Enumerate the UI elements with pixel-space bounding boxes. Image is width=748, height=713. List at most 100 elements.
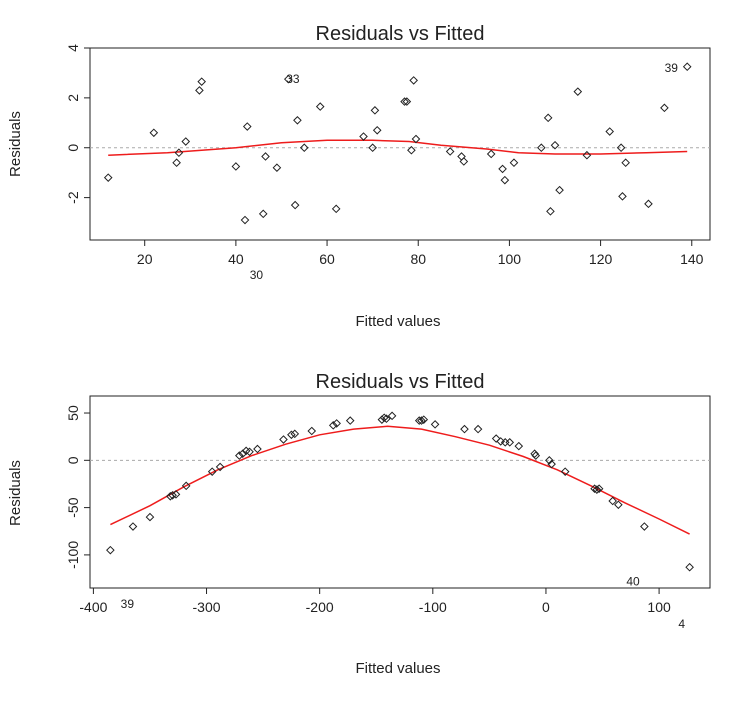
plot-1-data-point (407, 145, 416, 155)
plot-2-y-tick-label: 50 (65, 405, 81, 421)
plot-1-data-point (500, 175, 510, 185)
plot-2-data-point (181, 481, 191, 491)
plot-2-point-label: 39 (121, 597, 135, 611)
plot-2-smoother-line (110, 425, 690, 535)
plot-1-data-point (618, 192, 627, 201)
plot-2-data-point (430, 420, 440, 429)
plot-1-point-label: 39 (665, 61, 679, 75)
residuals-vs-fitted-plot-2: Residuals vs Fitted Fitted values Residu… (7, 371, 711, 677)
plot-2-data-point (215, 462, 225, 472)
plot-1-data-point (261, 152, 270, 161)
plot-2-data-point (253, 444, 262, 454)
plot-1-data-point (459, 157, 469, 166)
plot-1-point-labels: 33 39 30 (250, 61, 679, 282)
plot-1-x-tick-label: 80 (410, 251, 426, 267)
plot-1-data-point (546, 207, 555, 216)
plot-1-y-axis: -2 0 2 4 (65, 44, 90, 204)
plot-1-data-point (240, 215, 250, 225)
plot-2-data-point (279, 435, 288, 444)
plot-1-data-point (582, 150, 592, 160)
plot-2-data-point (545, 456, 554, 465)
plot-2-point-label: 40 (626, 574, 640, 588)
plot-1-data-point (149, 128, 159, 138)
plot-2-data-point (614, 500, 623, 510)
plot-1-data-point (543, 113, 553, 123)
plot-1-data-point (315, 102, 325, 111)
plot-2-point-labels: 39 40 4 (121, 574, 686, 631)
plot-2-x-tick-label: 0 (542, 599, 550, 615)
plot-2-x-tick-label: -400 (79, 599, 107, 615)
plot-1-data-point (621, 158, 630, 168)
plot-2-x-tick-label: -100 (419, 599, 447, 615)
plot-2-data-point (332, 419, 341, 428)
residuals-vs-fitted-plot-1: Residuals vs Fitted Fitted values Residu… (7, 23, 711, 330)
plot-2-data-point (145, 512, 155, 522)
plot-1-data-point (174, 148, 184, 158)
plot-1-data-point (605, 127, 615, 136)
plot-1-data-point (299, 143, 309, 153)
plot-2-data-point (382, 414, 391, 424)
plot-2-data-point (460, 424, 469, 434)
plot-1-data-point (402, 97, 412, 106)
plot-2-points (106, 411, 694, 572)
plot-1-data-point (537, 143, 546, 153)
plot-2-data-point (414, 416, 424, 425)
plot-1-data-point (284, 74, 293, 84)
plot-2-data-point (207, 467, 217, 476)
plot-1-data-point (644, 199, 653, 209)
plot-1-point-label: 33 (286, 72, 300, 86)
plot-2-y-tick-label: -100 (65, 541, 81, 569)
plot-1-data-point (231, 162, 241, 171)
plot-1-data-point (359, 132, 368, 141)
plot-1-data-point (457, 152, 466, 161)
plot-2-y-axis-label: Residuals (7, 460, 24, 526)
plot-2-data-point (514, 441, 524, 451)
plot-1-x-axis-label: Fitted values (355, 313, 440, 330)
plot-1-data-point (498, 164, 507, 174)
plot-2-x-axis-label: Fitted values (355, 660, 440, 677)
plot-1-point-label: 30 (250, 268, 264, 282)
plot-1-y-tick-label: 2 (65, 94, 81, 102)
plot-1-y-tick-label: -2 (65, 191, 81, 204)
plot-2-data-point (473, 424, 483, 434)
plot-1-data-point (411, 134, 421, 144)
plot-1-data-point (197, 77, 206, 86)
plot-2-data-point (307, 426, 317, 436)
plot-2-data-point (235, 451, 244, 460)
plot-1-data-point (445, 147, 455, 156)
plot-2-data-point (419, 415, 429, 424)
plot-1-data-point (682, 62, 692, 72)
plot-1-x-tick-label: 140 (680, 251, 704, 267)
plot-1-data-point (573, 87, 583, 96)
plot-1-points (103, 62, 692, 225)
plot-2-x-axis: -400 -300 -200 -100 0 100 (79, 587, 671, 615)
plot-2-data-point (238, 449, 248, 459)
plot-1-data-point (331, 204, 341, 214)
plot-1-data-point (400, 97, 409, 106)
plot-1-data-point (660, 103, 669, 113)
plot-2-y-tick-label: -50 (65, 497, 81, 517)
plot-1-data-point (181, 137, 191, 146)
plot-2-point-label: 4 (678, 617, 685, 631)
plot-1-x-tick-label: 100 (498, 251, 522, 267)
plot-2-data-point (345, 416, 355, 425)
plot-1-data-point (290, 200, 300, 210)
plot-2-x-tick-label: -200 (306, 599, 334, 615)
plot-2-data-point (530, 449, 539, 459)
plot-2-data-point (505, 438, 515, 447)
plot-1-x-tick-label: 40 (228, 251, 244, 267)
plot-2-data-point (245, 447, 254, 457)
plot-2-data-point (608, 496, 618, 506)
plot-2-data-point (560, 467, 570, 476)
plot-1-y-tick-label: 4 (65, 44, 81, 52)
plot-2-data-point (328, 421, 338, 430)
plot-2-data-point (531, 451, 541, 460)
plot-2-data-point (387, 411, 397, 421)
plot-2-x-tick-label: -300 (193, 599, 221, 615)
plot-2-data-point (379, 413, 389, 423)
plot-1-data-point (555, 185, 564, 195)
plot-2-data-point (168, 491, 177, 500)
plot-1-y-axis-label: Residuals (7, 111, 24, 177)
